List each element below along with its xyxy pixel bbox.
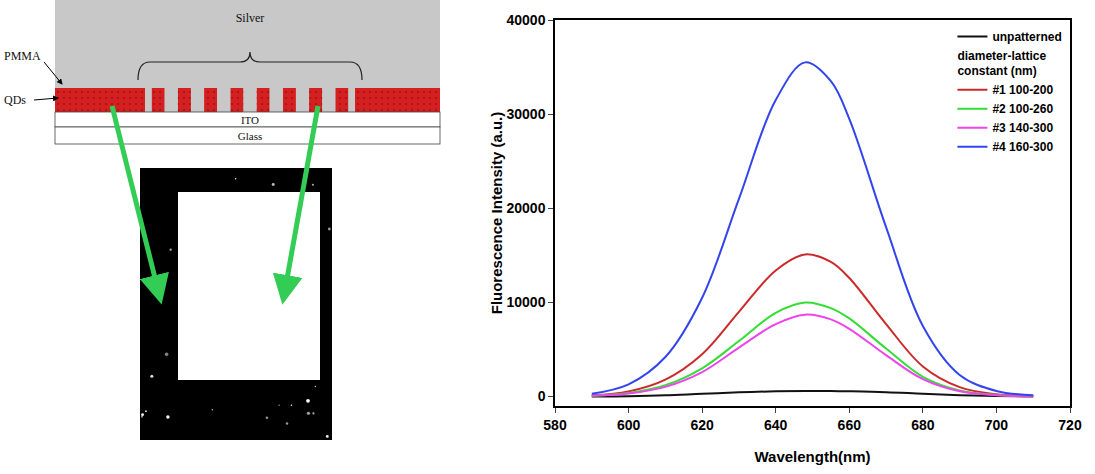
svg-text:40000: 40000	[507, 12, 546, 28]
svg-text:20000: 20000	[507, 200, 546, 216]
svg-text:600: 600	[617, 417, 641, 433]
svg-text:ITO: ITO	[241, 114, 259, 126]
svg-text:30000: 30000	[507, 106, 546, 122]
svg-text:Wavelength(nm): Wavelength(nm)	[754, 448, 870, 465]
svg-text:Fluorescence Intensity (a.u.): Fluorescence Intensity (a.u.)	[488, 112, 505, 315]
svg-text:#1 100-200: #1 100-200	[992, 83, 1053, 97]
svg-text:640: 640	[764, 417, 788, 433]
svg-text:660: 660	[838, 417, 862, 433]
svg-text:720: 720	[1058, 417, 1082, 433]
svg-text:#4 160-300: #4 160-300	[992, 140, 1053, 154]
svg-text:unpatterned: unpatterned	[992, 30, 1061, 44]
svg-text:700: 700	[985, 417, 1009, 433]
svg-text:QDs: QDs	[4, 93, 26, 107]
svg-text:0: 0	[538, 388, 546, 404]
svg-text:#2 100-260: #2 100-260	[992, 102, 1053, 116]
svg-text:Glass: Glass	[238, 130, 262, 142]
svg-text:PMMA: PMMA	[4, 49, 41, 63]
svg-text:620: 620	[690, 417, 714, 433]
svg-text:680: 680	[911, 417, 935, 433]
svg-text:10000: 10000	[507, 294, 546, 310]
svg-text:#3 140-300: #3 140-300	[992, 121, 1053, 135]
svg-text:diameter-latticeconstant (nm): diameter-latticeconstant (nm)	[957, 49, 1046, 79]
svg-text:580: 580	[543, 417, 567, 433]
svg-text:Silver: Silver	[236, 11, 265, 25]
